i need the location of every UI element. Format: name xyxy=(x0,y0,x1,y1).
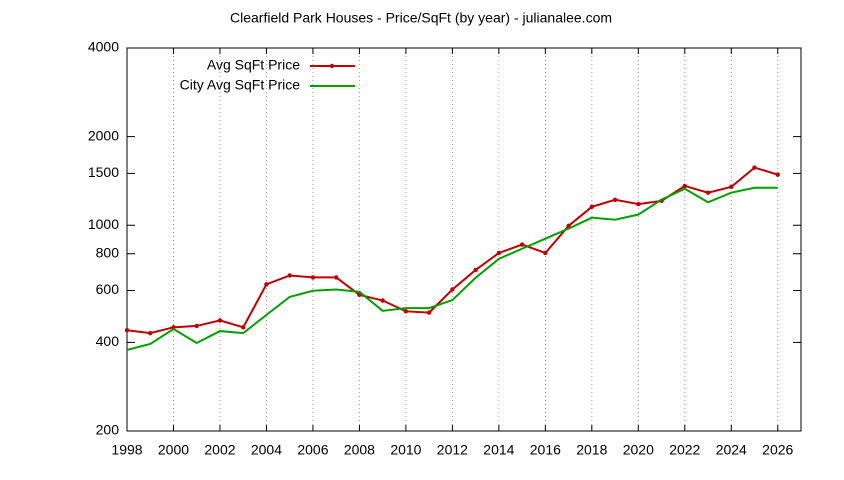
point xyxy=(310,275,316,280)
point xyxy=(729,184,734,190)
chart-title: Clearfield Park Houses - Price/SqFt (by … xyxy=(230,10,612,26)
point xyxy=(775,172,780,177)
series-line xyxy=(126,186,778,351)
x-tick-label: 2018 xyxy=(576,442,607,458)
x-tick-label: 2004 xyxy=(251,442,282,458)
point xyxy=(496,250,502,256)
x-tick-label: 1998 xyxy=(111,442,142,458)
point xyxy=(705,190,711,195)
point xyxy=(450,287,455,292)
y-tick-label: 4000 xyxy=(88,39,119,55)
point xyxy=(333,275,339,280)
point xyxy=(287,273,292,278)
point xyxy=(264,282,269,287)
point xyxy=(403,309,409,314)
x-tick-label: 2002 xyxy=(204,442,235,458)
point xyxy=(519,242,525,247)
legend-label: Avg SqFt Price xyxy=(207,57,300,73)
y-tick-label: 1500 xyxy=(88,164,119,180)
point xyxy=(543,250,548,256)
y-tick-label: 800 xyxy=(96,244,120,260)
point xyxy=(612,197,618,203)
x-tick-label: 2000 xyxy=(158,442,189,458)
point xyxy=(171,325,176,330)
legend-label: City Avg SqFt Price xyxy=(180,77,301,93)
x-tick-label: 2026 xyxy=(762,442,793,458)
y-tick-label: 400 xyxy=(96,333,120,349)
point xyxy=(380,298,385,303)
point xyxy=(636,201,641,207)
point xyxy=(124,327,130,333)
x-tick-label: 2022 xyxy=(669,442,700,458)
point xyxy=(566,223,571,229)
x-tick-label: 2016 xyxy=(530,442,561,458)
x-tick-label: 2014 xyxy=(483,442,514,458)
point xyxy=(241,325,246,330)
point xyxy=(194,323,199,329)
y-tick-label: 2000 xyxy=(88,127,119,143)
x-tick-label: 2006 xyxy=(297,442,328,458)
legend-marker xyxy=(329,63,335,69)
x-tick-label: 2024 xyxy=(716,442,747,458)
y-tick-label: 600 xyxy=(96,281,120,297)
plot-border xyxy=(126,47,802,432)
point xyxy=(682,183,687,189)
y-tick-label: 1000 xyxy=(88,216,119,232)
point xyxy=(217,318,223,323)
x-tick-label: 2012 xyxy=(437,442,468,458)
x-tick-label: 2010 xyxy=(390,442,421,458)
point xyxy=(752,165,757,170)
point xyxy=(473,267,478,273)
point xyxy=(148,330,153,336)
x-tick-label: 2008 xyxy=(344,442,375,458)
y-tick-label: 200 xyxy=(96,422,120,438)
point xyxy=(426,310,432,315)
point xyxy=(589,204,595,210)
x-tick-label: 2020 xyxy=(623,442,654,458)
